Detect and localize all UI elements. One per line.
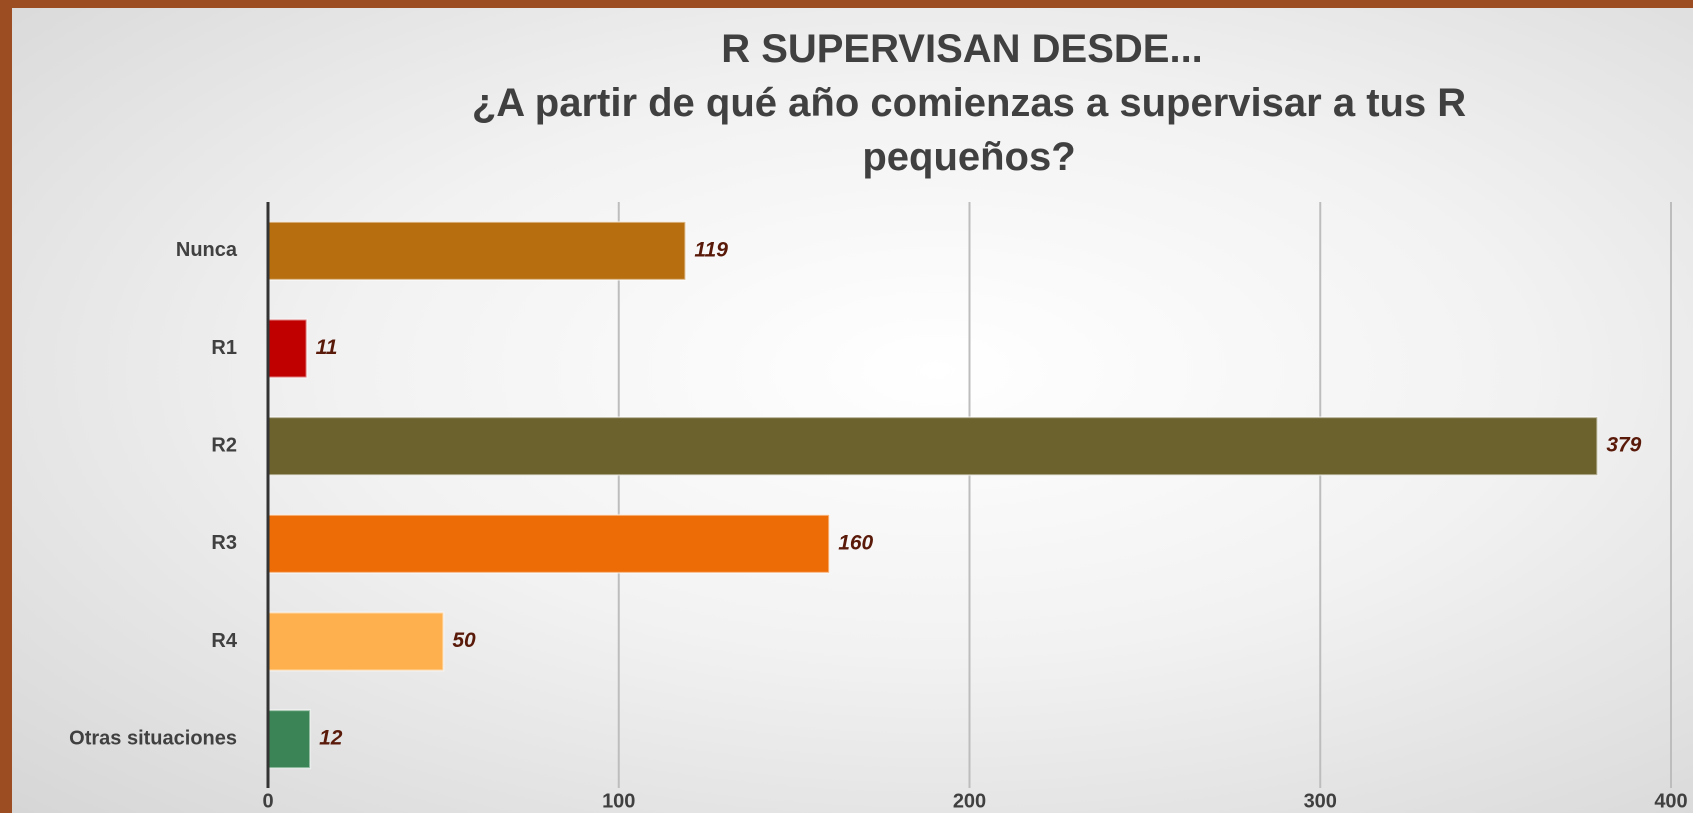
y-tick-label: R4 <box>211 630 237 652</box>
value-label: 50 <box>452 629 476 652</box>
chart-title: R SUPERVISAN DESDE... <box>721 27 1203 71</box>
value-label: 119 <box>694 238 728 261</box>
x-tick-label: 100 <box>602 790 635 812</box>
bar <box>267 318 308 379</box>
value-label: 12 <box>319 727 343 750</box>
bar <box>267 416 1599 477</box>
y-tick-label: Nunca <box>176 239 238 261</box>
chart: 0 100 200 300 400 Nunca 119 R1 11 R2 379 R3 160 R4 50 O… <box>69 202 1688 812</box>
y-tick-label: R2 <box>211 434 237 456</box>
y-tick-label: R1 <box>211 337 237 359</box>
chart-subtitle: ¿A partir de qué año comienzas a supervi… <box>471 81 1467 179</box>
value-label: 11 <box>316 336 338 359</box>
bar <box>267 220 687 281</box>
panel: R SUPERVISAN DESDE... ¿A partir de qué a… <box>12 8 1693 813</box>
bar <box>267 709 312 770</box>
bar <box>267 611 445 672</box>
x-tick-label: 300 <box>1304 790 1337 812</box>
y-tick-label: Otras situaciones <box>69 727 237 749</box>
y-tick-label: R3 <box>211 532 237 554</box>
value-label: 379 <box>1606 434 1641 457</box>
bar <box>267 513 831 574</box>
value-label: 160 <box>838 531 873 554</box>
x-tick-label: 400 <box>1654 790 1687 812</box>
x-tick-label: 200 <box>953 790 986 812</box>
x-tick-label: 0 <box>262 790 273 812</box>
